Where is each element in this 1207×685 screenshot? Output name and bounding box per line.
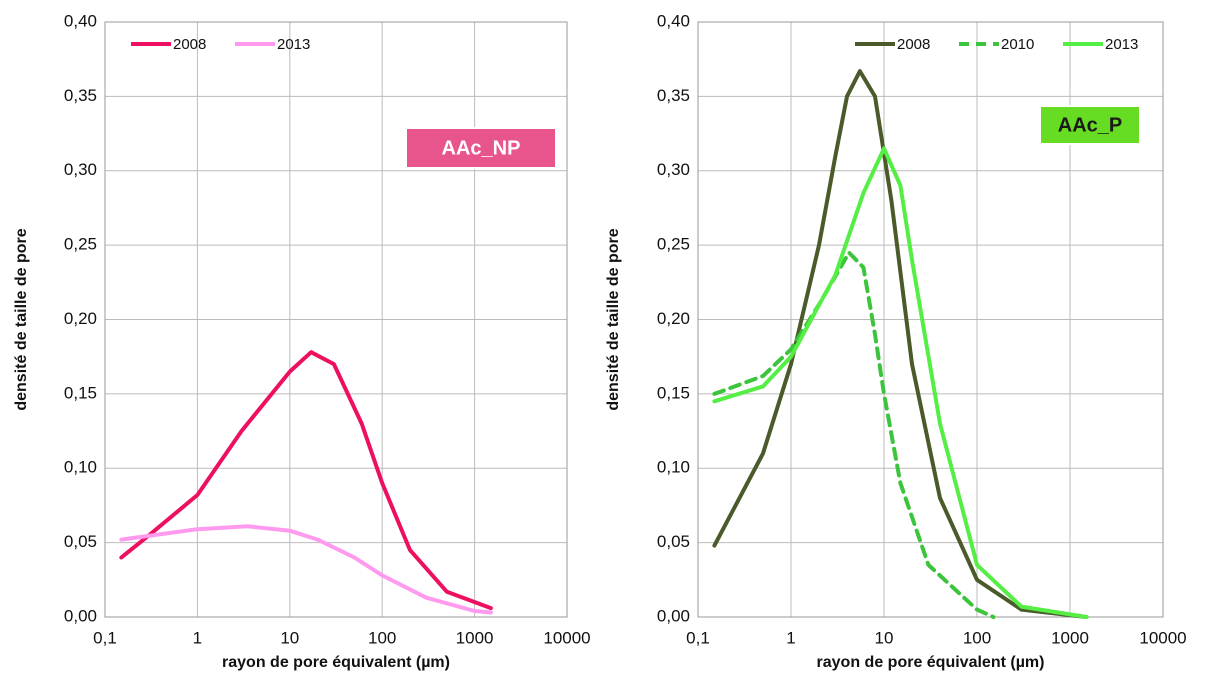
x-tick-label: 100	[368, 628, 396, 647]
y-tick-label: 0,30	[64, 160, 97, 179]
y-tick-label: 0,40	[657, 11, 690, 30]
x-tick-label: 1	[193, 628, 202, 647]
x-tick-label: 10	[875, 628, 894, 647]
y-tick-label: 0,30	[657, 160, 690, 179]
series-line	[119, 350, 493, 611]
legend-label: 2013	[277, 36, 310, 53]
x-tick-label: 10000	[1139, 628, 1186, 647]
y-tick-label: 0,25	[64, 235, 97, 254]
y-tick-label: 0,00	[64, 606, 97, 625]
y-tick-label: 0,40	[64, 11, 97, 30]
x-tick-label: 1000	[1051, 628, 1089, 647]
plot-frame	[104, 21, 568, 618]
y-tick-label: 0,05	[657, 532, 690, 551]
legend-label: 2010	[1001, 36, 1034, 53]
annotation-box	[1039, 105, 1141, 145]
x-tick-label: 10	[280, 628, 299, 647]
annotation: AAc_NP	[442, 137, 521, 159]
chart: 0,00 0,05 0,10 0,15 0,20 0,25 0,30 0,35 0,40 0,1 1…	[13, 11, 590, 671]
y-tick-label: 0,20	[657, 309, 690, 328]
x-axis-title: rayon de pore équivalent (µm)	[222, 654, 450, 671]
y-tick-label: 0,15	[64, 383, 97, 402]
x-tick-label: 0,1	[93, 628, 117, 647]
y-tick-label: 0,00	[657, 606, 690, 625]
y-tick-label: 0,20	[64, 309, 97, 328]
y-axis-title: densité de taille de pore	[605, 228, 622, 410]
series-line	[712, 69, 1089, 619]
legend-label: 2013	[1105, 36, 1138, 53]
chart: 0,00 0,05 0,10 0,15 0,20 0,25 0,30 0,35 0,40 0,1 1…	[605, 11, 1186, 671]
y-tick-label: 0,05	[64, 532, 97, 551]
x-axis-title: rayon de pore équivalent (µm)	[817, 654, 1045, 671]
annotation: AAc_P	[1058, 114, 1122, 136]
series-line	[712, 146, 1089, 619]
y-tick-label: 0,10	[64, 458, 97, 477]
series-line	[119, 524, 493, 615]
series-line	[712, 250, 996, 619]
y-tick-label: 0,15	[657, 383, 690, 402]
legend-label: 2008	[173, 36, 206, 53]
x-tick-label: 100	[963, 628, 991, 647]
x-tick-label: 1	[786, 628, 795, 647]
legend-label: 2008	[897, 36, 930, 53]
annotation-box	[405, 127, 557, 169]
x-tick-label: 10000	[543, 628, 590, 647]
y-tick-label: 0,25	[657, 235, 690, 254]
y-tick-label: 0,10	[657, 458, 690, 477]
y-tick-label: 0,35	[64, 86, 97, 105]
y-tick-label: 0,35	[657, 86, 690, 105]
plot-frame	[697, 21, 1164, 618]
x-tick-label: 1000	[456, 628, 494, 647]
y-axis-title: densité de taille de pore	[13, 228, 30, 410]
x-tick-label: 0,1	[686, 628, 710, 647]
